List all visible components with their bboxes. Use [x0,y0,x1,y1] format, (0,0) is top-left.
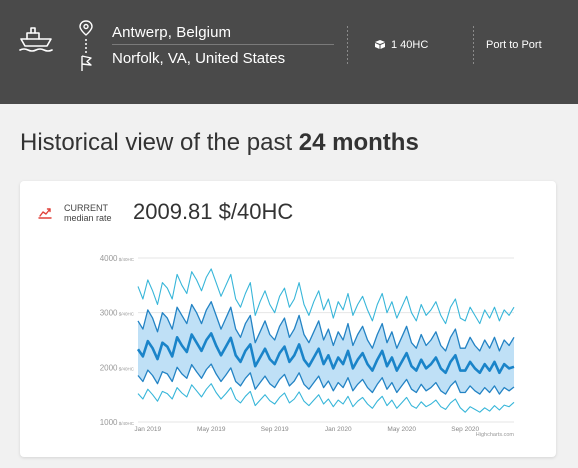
rate-chart: 1000 $/40HC 2000 $/40HC 3000 $/40HC 4000 $/… [100,254,515,438]
y-tick-label: 3000 $/40HC [100,309,135,318]
page-title: Historical view of the past 24 months [20,129,419,157]
y-tick-label: 4000 $/40HC [100,254,135,263]
service-type: Port to Port [486,39,542,51]
container-icon [375,40,385,49]
route-divider [112,44,334,45]
origin-port: Antwerp, Belgium [112,24,232,41]
x-tick-label: Sep 2019 [261,426,289,433]
flag-icon [81,55,92,71]
series-line-upper-quartile [137,301,515,352]
x-tick-label: May 2019 [197,426,226,433]
x-tick-label: Jan 2019 [134,426,161,433]
divider [347,26,348,66]
container-type: 1 40HC [391,39,429,51]
chart-credit: Highcharts.com [476,432,515,438]
title-prefix: Historical view of the past [20,129,293,156]
series-line-median [136,332,515,375]
location-pin-icon [79,20,93,36]
trend-chart-icon [38,208,52,219]
route-header: Antwerp, Belgium Norfolk, VA, United Sta… [0,0,578,104]
current-label-line2: median rate [64,213,112,223]
destination-port: Norfolk, VA, United States [112,50,286,67]
interquartile-band [138,301,514,395]
x-tick-label: Jan 2020 [325,426,352,433]
rate-history-card: CURRENT median rate 2009.81 $/40HC 1000 … [20,181,556,457]
divider [473,26,474,66]
current-label-line1: CURRENT [64,203,108,213]
route-icons [79,20,93,71]
x-tick-label: May 2020 [387,426,416,433]
title-highlight: 24 months [298,129,419,156]
x-tick-label: Sep 2020 [451,426,479,433]
series-line-lower [137,383,515,413]
series-line-upper [137,268,515,325]
current-median-label: CURRENT median rate [64,203,112,223]
ship-icon [19,27,53,52]
route-dots-icon [85,39,87,53]
current-median-value: 2009.81 $/40HC [133,199,294,224]
series-line-lower-quartile [137,363,515,395]
y-tick-label: 1000 $/40HC [100,418,135,427]
y-tick-label: 2000 $/40HC [100,363,135,372]
